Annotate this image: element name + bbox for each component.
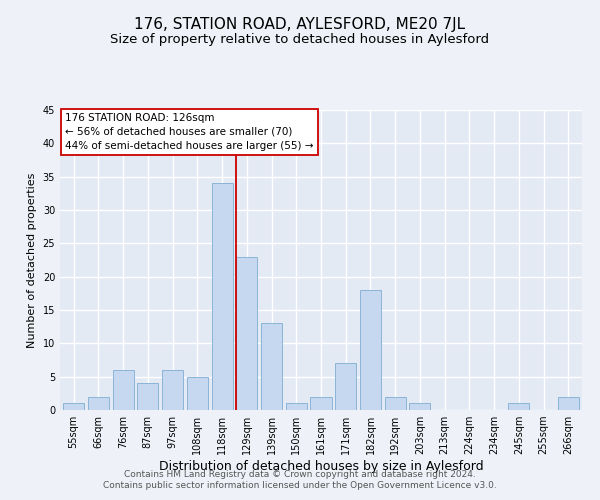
Bar — [310, 396, 332, 410]
Bar — [162, 370, 183, 410]
Bar — [63, 404, 84, 410]
Text: Contains public sector information licensed under the Open Government Licence v3: Contains public sector information licen… — [103, 481, 497, 490]
Bar — [88, 396, 109, 410]
X-axis label: Distribution of detached houses by size in Aylesford: Distribution of detached houses by size … — [158, 460, 484, 473]
Text: Contains HM Land Registry data © Crown copyright and database right 2024.: Contains HM Land Registry data © Crown c… — [124, 470, 476, 479]
Bar — [187, 376, 208, 410]
Bar — [236, 256, 257, 410]
Text: 176, STATION ROAD, AYLESFORD, ME20 7JL: 176, STATION ROAD, AYLESFORD, ME20 7JL — [134, 18, 466, 32]
Bar — [335, 364, 356, 410]
Bar — [261, 324, 282, 410]
Bar — [113, 370, 134, 410]
Bar — [409, 404, 430, 410]
Bar — [385, 396, 406, 410]
Text: 176 STATION ROAD: 126sqm
← 56% of detached houses are smaller (70)
44% of semi-d: 176 STATION ROAD: 126sqm ← 56% of detach… — [65, 113, 314, 151]
Y-axis label: Number of detached properties: Number of detached properties — [27, 172, 37, 348]
Bar — [212, 184, 233, 410]
Text: Size of property relative to detached houses in Aylesford: Size of property relative to detached ho… — [110, 34, 490, 46]
Bar — [137, 384, 158, 410]
Bar — [558, 396, 579, 410]
Bar — [360, 290, 381, 410]
Bar — [508, 404, 529, 410]
Bar — [286, 404, 307, 410]
